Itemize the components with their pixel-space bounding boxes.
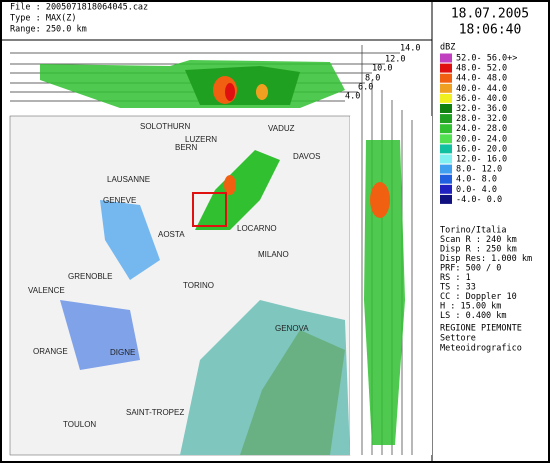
height-label: 10.0	[372, 64, 392, 74]
file: File : 20050718180640­45.caz	[10, 3, 148, 13]
city-label: DIGNE	[110, 348, 135, 357]
station-info: Torino/Italia	[440, 226, 507, 236]
echo	[364, 140, 405, 445]
legend-swatch	[440, 134, 452, 144]
echo	[240, 330, 345, 455]
legend-label: -4.0- 0.0	[456, 195, 502, 205]
echo	[370, 182, 390, 218]
legend-label: 12.0- 16.0	[456, 155, 507, 165]
echo	[256, 84, 268, 100]
city-label: TOULON	[63, 420, 96, 429]
echo	[224, 175, 236, 195]
legend-label: 36.0- 40.0	[456, 94, 507, 104]
legend-label: 28.0- 32.0	[456, 114, 507, 124]
legend-label: 20.0- 24.0	[456, 134, 507, 144]
city-label: LOCARNO	[237, 224, 277, 233]
legend-label: 40.0- 44.0	[456, 84, 507, 94]
legend-label: 48.0- 52.0	[456, 64, 507, 74]
city-label: TORINO	[183, 281, 214, 290]
city-label: VADUZ	[268, 124, 295, 133]
station-info: Scan R : 240 km	[440, 235, 517, 245]
city-label: BERN	[175, 143, 197, 152]
legend-swatch	[440, 144, 452, 154]
height-label: 4.0	[345, 92, 360, 102]
legend-swatch	[440, 194, 452, 204]
legend-swatch	[440, 114, 452, 124]
legend-swatch	[440, 73, 452, 83]
legend-swatch	[440, 154, 452, 164]
height-label: 8.0	[365, 74, 380, 84]
station-info: RS : 1	[440, 273, 471, 283]
city-label: MILANO	[258, 250, 289, 259]
legend-swatch	[440, 104, 452, 113]
type: Type : MAX(Z)	[10, 14, 77, 24]
legend-swatch	[440, 164, 452, 174]
city-label: VALENCE	[28, 286, 65, 295]
echo	[60, 300, 140, 370]
station-info: Disp R : 250 km	[440, 245, 517, 255]
station-info: H : 15.00 km	[440, 302, 501, 312]
legend-swatch	[440, 63, 452, 73]
highlight-box	[192, 192, 227, 227]
organization: REGIONE PIEMONTE	[440, 324, 522, 334]
echo	[100, 200, 160, 280]
echo	[225, 83, 235, 101]
city-label: LAUSANNE	[107, 175, 150, 184]
organization: Settore	[440, 334, 476, 344]
legend-swatch	[440, 83, 452, 93]
legend-label: 16.0- 20.0	[456, 144, 507, 154]
city-label: SAINT-TROPEZ	[126, 408, 184, 417]
legend-label: 32.0- 36.0	[456, 104, 507, 114]
legend-unit: dBZ	[440, 43, 455, 53]
city-label: DAVOS	[293, 152, 320, 161]
city-label: LUZERN	[185, 135, 217, 144]
height-label: 14.0	[400, 44, 420, 54]
legend-label: 4.0- 8.0	[456, 175, 497, 185]
legend-swatch	[440, 124, 452, 134]
labels: File : 20050718180640­45.caz Type : MAX(…	[10, 3, 529, 53]
station-info: CC : Doppler 10	[440, 292, 517, 302]
station-info: Disp Res: 1.000 km	[440, 254, 532, 264]
legend-label: 0.0- 4.0	[456, 185, 497, 195]
legend-swatch	[440, 184, 452, 194]
station-info: LS : 0.400 km	[440, 311, 507, 321]
legend-swatch	[440, 93, 452, 103]
legend-label: 52.0- 56.0+>	[456, 54, 517, 64]
city-label: SOLOTHURN	[140, 122, 190, 131]
echo	[195, 150, 280, 230]
city-label: AOSTA	[158, 230, 185, 239]
legend-swatch	[440, 174, 452, 184]
range: Range: 250.0 km	[10, 25, 87, 35]
organization: Meteoidrografico	[440, 344, 522, 354]
station-info: PRF: 500 / 0	[440, 264, 501, 274]
legend-label: 8.0- 12.0	[456, 165, 502, 175]
city-label: GENEVE	[103, 196, 136, 205]
height-label: 12.0	[385, 55, 405, 65]
city-label: ORANGE	[33, 347, 68, 356]
city-label: GRENOBLE	[68, 272, 112, 281]
echo	[185, 66, 300, 105]
station-info: TS : 33	[440, 283, 476, 293]
date: 18.07.2005	[451, 7, 529, 22]
time: 18:06:40	[459, 23, 522, 38]
legend-label: 24.0- 28.0	[456, 124, 507, 134]
legend-label: 44.0- 48.0	[456, 74, 507, 84]
height-label: 6.0	[358, 83, 373, 93]
city-label: GENOVA	[275, 324, 309, 333]
legend-swatch	[440, 53, 452, 63]
